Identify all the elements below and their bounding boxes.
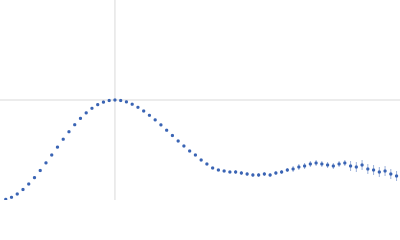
data-point xyxy=(21,187,25,192)
data-point xyxy=(142,109,146,113)
data-point xyxy=(124,100,129,104)
data-point xyxy=(32,176,37,180)
data-point xyxy=(371,168,376,172)
data-point xyxy=(239,171,243,175)
data-point xyxy=(55,145,60,149)
data-point xyxy=(383,169,387,173)
data-point xyxy=(165,128,169,132)
data-point xyxy=(274,171,278,175)
data-point xyxy=(101,100,106,104)
data-point xyxy=(280,170,284,174)
data-point xyxy=(354,165,358,169)
data-point xyxy=(73,123,77,127)
data-point xyxy=(119,98,123,103)
data-point xyxy=(170,133,175,138)
data-point xyxy=(50,153,54,157)
data-point xyxy=(15,192,19,196)
data-point xyxy=(4,197,8,200)
data-point xyxy=(389,172,393,176)
data-point xyxy=(320,162,324,166)
data-point xyxy=(84,111,88,115)
data-point xyxy=(44,161,48,165)
data-point xyxy=(302,164,307,168)
data-point xyxy=(67,130,71,134)
data-point xyxy=(27,182,31,186)
data-point xyxy=(337,162,341,166)
data-point xyxy=(343,161,347,165)
data-point xyxy=(96,103,100,107)
data-point xyxy=(297,165,301,169)
page: {"chart_data": {"type": "scatter", "x": … xyxy=(0,0,400,200)
data-point xyxy=(314,161,318,165)
data-point xyxy=(348,164,353,168)
data-point xyxy=(188,149,192,153)
data-point xyxy=(308,162,312,166)
data-point xyxy=(262,172,266,176)
data-point xyxy=(182,144,186,148)
data-point xyxy=(159,123,163,127)
data-point xyxy=(377,170,381,174)
data-point xyxy=(147,113,152,117)
data-point xyxy=(285,168,289,172)
data-point xyxy=(366,167,370,171)
data-point xyxy=(268,173,272,177)
data-point xyxy=(193,153,198,157)
data-point xyxy=(38,168,42,173)
data-point xyxy=(78,116,83,120)
data-point xyxy=(176,139,180,143)
data-point xyxy=(9,195,14,199)
data-point xyxy=(113,98,117,102)
data-point xyxy=(90,106,94,110)
data-point xyxy=(257,173,261,177)
data-point xyxy=(228,170,232,174)
data-point xyxy=(61,137,65,141)
data-point xyxy=(251,173,255,177)
data-point xyxy=(136,105,140,109)
data-point xyxy=(234,170,238,174)
data-point xyxy=(107,98,111,103)
data-point xyxy=(222,169,226,173)
data-point xyxy=(394,174,399,178)
data-point xyxy=(205,162,209,166)
data-point xyxy=(291,167,295,171)
data-point xyxy=(199,158,203,162)
data-point xyxy=(130,102,134,106)
chart xyxy=(0,0,400,200)
data-point xyxy=(216,168,220,172)
data-point xyxy=(360,163,364,167)
data-point xyxy=(325,163,330,167)
data-point xyxy=(211,166,215,170)
data-point xyxy=(153,118,157,122)
data-point xyxy=(245,172,249,176)
data-point xyxy=(331,164,335,168)
